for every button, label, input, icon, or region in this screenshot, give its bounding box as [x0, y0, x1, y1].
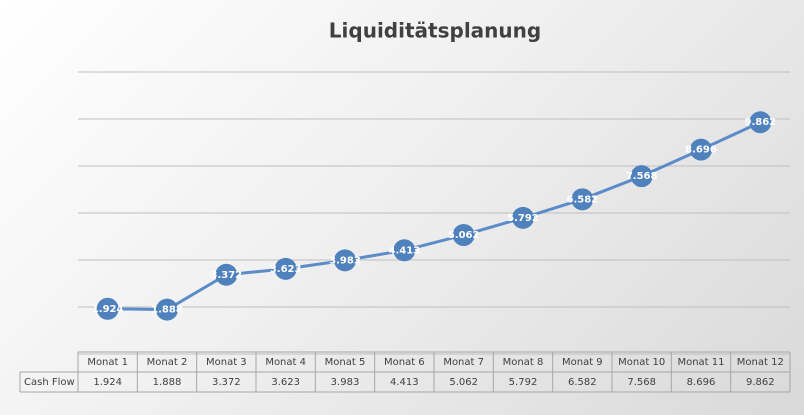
data-label: 5.062 [448, 230, 480, 241]
data-label: 1.888 [151, 305, 183, 316]
data-point [512, 206, 534, 229]
data-point [215, 263, 238, 286]
table-value: 7.568 [627, 377, 656, 388]
data-label: 1.924 [92, 304, 124, 315]
table-value: 3.372 [212, 377, 241, 388]
data-point [452, 224, 475, 247]
table-value: 4.413 [390, 377, 419, 388]
data-label: 8.696 [685, 145, 717, 156]
table-value: 3.623 [271, 377, 300, 388]
x-tick-label: Monat 5 [325, 357, 366, 368]
data-label: 6.582 [567, 194, 599, 205]
chart-title: Liquiditätsplanung [329, 19, 541, 43]
x-tick-label: Monat 12 [737, 357, 784, 368]
data-point [156, 298, 178, 321]
x-tick-label: Monat 6 [384, 357, 425, 368]
x-tick-label: Monat 2 [147, 357, 188, 368]
x-tick-label: Monat 10 [618, 357, 665, 368]
data-point [630, 165, 653, 188]
series-line [107, 120, 761, 312]
data-point [749, 111, 772, 134]
table-value: 9.862 [746, 377, 775, 388]
table-value: 8.696 [687, 377, 716, 388]
data-label: 3.623 [270, 264, 302, 275]
data-label: 3.372 [211, 270, 243, 281]
table-value: 5.792 [509, 377, 538, 388]
data-label: 9.862 [745, 117, 777, 128]
data-label: 3.983 [329, 255, 361, 266]
x-tick-label: Monat 9 [562, 357, 603, 368]
data-point [274, 257, 297, 280]
table-value: 5.062 [449, 377, 478, 388]
x-tick-label: Monat 4 [265, 357, 306, 368]
data-point [334, 249, 356, 272]
data-point [571, 188, 594, 211]
table-value: 1.924 [93, 377, 122, 388]
x-tick-label: Monat 8 [503, 357, 544, 368]
data-point [393, 239, 416, 262]
table-value: 6.582 [568, 377, 597, 388]
legend-label: Cash Flow [24, 377, 75, 388]
data-point [96, 297, 119, 320]
x-tick-label: Monat 1 [87, 357, 128, 368]
x-tick-label: Monat 11 [677, 357, 724, 368]
data-label: 5.792 [507, 213, 539, 224]
data-label: 4.413 [389, 245, 421, 256]
x-tick-label: Monat 3 [206, 357, 247, 368]
table-value: 3.983 [331, 377, 360, 388]
table-value: 1.888 [153, 377, 182, 388]
data-label: 7.568 [626, 171, 658, 182]
data-point [690, 138, 712, 161]
x-tick-label: Monat 7 [443, 357, 484, 368]
